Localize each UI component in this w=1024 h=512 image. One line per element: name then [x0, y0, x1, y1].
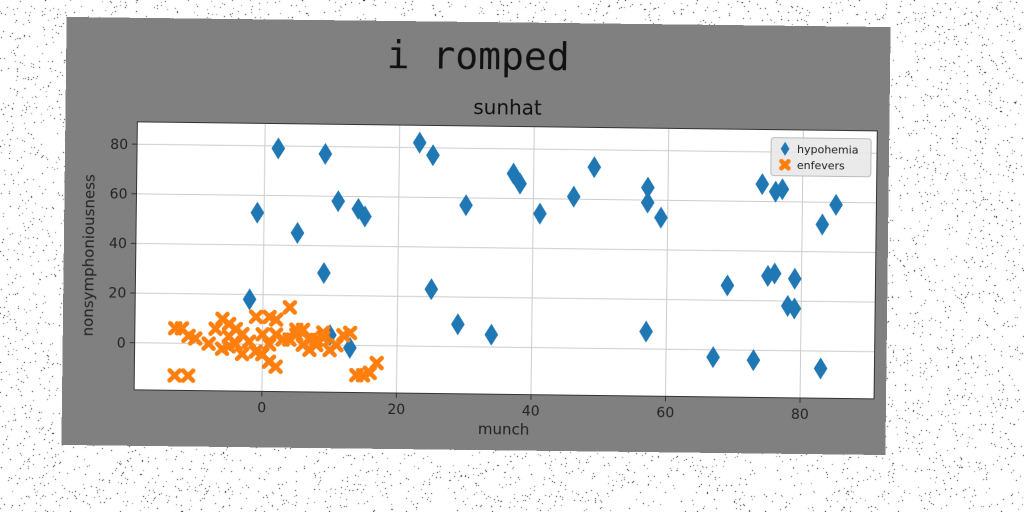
diamond-point [787, 297, 802, 320]
diamond-point [587, 156, 602, 179]
x-point [201, 336, 216, 351]
legend-label: enfevers [797, 159, 845, 173]
diamond-point [641, 176, 655, 199]
x-tick-label: 40 [522, 404, 540, 420]
diamond-point [506, 162, 521, 185]
diamond-point [451, 313, 465, 336]
diamond-point [424, 278, 439, 301]
x-point [362, 365, 378, 381]
x-tick-label: 0 [257, 400, 266, 416]
diamond-point [484, 323, 499, 346]
diamond-point [250, 201, 265, 224]
x-point [369, 355, 384, 371]
plot-frame [133, 121, 878, 400]
x-axis-label: munch [478, 420, 530, 439]
x-point [282, 332, 297, 347]
x-tick-label: 80 [791, 407, 809, 423]
diamond-point [815, 213, 830, 236]
y-tick-label: 60 [110, 186, 128, 202]
diamond-point [318, 142, 333, 165]
diamond-point [242, 288, 257, 311]
x-tick-label: 20 [387, 402, 405, 418]
legend-items: hypohemia enfevers [779, 141, 859, 173]
chart-figure: i romped 0 20 40 60 80 0 20 40 60 80 sunhat munch… [61, 16, 891, 456]
diamond-point [706, 346, 720, 369]
diamond-point [780, 294, 795, 317]
diamond-point [775, 178, 790, 201]
diamond-point [513, 172, 527, 195]
diamond-point [459, 194, 473, 217]
diamond-point [640, 191, 655, 214]
x-point [261, 337, 277, 352]
diamond-point [426, 144, 440, 167]
diamond-point [755, 173, 770, 196]
diamond-point [639, 320, 653, 343]
plot-title: sunhat [473, 95, 542, 120]
x-point [779, 158, 791, 171]
legend-label: hypohemia [797, 143, 859, 157]
x-point [228, 321, 244, 337]
diamond-point [290, 222, 305, 245]
diamond-point [566, 185, 581, 208]
diamond-point [358, 205, 372, 228]
y-grid-line [135, 242, 876, 253]
y-grid-line [137, 143, 878, 154]
x-grid-line [395, 125, 401, 394]
scatter-chart: 0 20 40 60 80 0 20 40 60 80 sunhat munch nonsymph… [79, 95, 878, 439]
x-point [268, 312, 284, 327]
diamond-point [720, 274, 735, 297]
x-grid-line [665, 128, 670, 397]
x-point [342, 325, 358, 341]
y-tick-label: 20 [108, 286, 126, 302]
legend: hypohemia enfevers [770, 137, 872, 178]
x-point [241, 334, 257, 349]
x-point [255, 327, 270, 342]
x-grid-line [530, 126, 535, 395]
diamond-point [746, 349, 761, 372]
diamond-point [343, 336, 357, 359]
diamond-point [351, 197, 366, 220]
y-tick-label: 0 [117, 335, 126, 351]
diamond-point [767, 262, 782, 285]
x-point [329, 337, 344, 353]
diamond-point [533, 202, 547, 225]
x-point [308, 337, 324, 353]
diamond-point [780, 141, 790, 156]
x-point [295, 322, 311, 338]
y-axis-label: nonsymphoniousness [79, 174, 99, 337]
axis-ticks: 0 20 40 60 80 0 20 40 60 80 [108, 137, 809, 423]
x-point [167, 368, 182, 383]
x-point [234, 346, 250, 362]
x-tick-label: 60 [656, 405, 674, 421]
x-point [248, 309, 264, 325]
diamond-point [787, 267, 802, 290]
data-points [167, 131, 843, 383]
diamond-point [412, 131, 427, 154]
x-point [208, 321, 223, 337]
x-point [221, 339, 237, 354]
x-point [180, 368, 196, 383]
diamond-point [331, 190, 346, 213]
y-tick-label: 40 [109, 236, 127, 252]
diamond-point [829, 193, 843, 216]
x-point [187, 331, 203, 346]
diamond-point [654, 206, 668, 229]
y-grid-line [135, 292, 876, 303]
x-point [268, 359, 283, 375]
y-grid-line [134, 342, 875, 353]
y-tick-label: 80 [110, 137, 128, 153]
y-grid-line [136, 193, 877, 204]
diamond-point [813, 357, 828, 380]
diamond-point [271, 137, 286, 160]
diamond-point [317, 262, 331, 285]
x-point [282, 300, 298, 315]
grid-lines [134, 123, 878, 398]
legend-box [770, 137, 872, 178]
